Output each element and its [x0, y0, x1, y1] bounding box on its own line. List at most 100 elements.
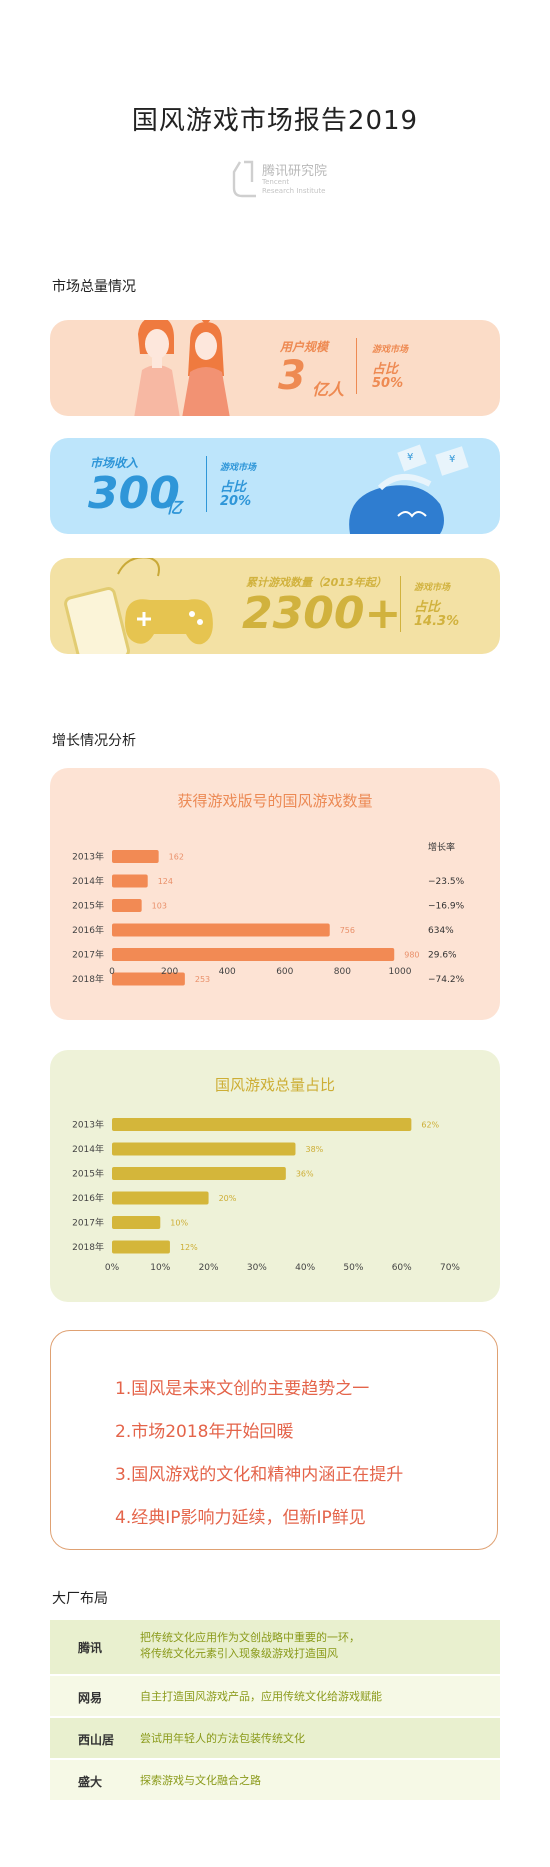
yuan-coin-1: ¥ [407, 452, 414, 463]
category-label: 2017年 [72, 949, 104, 961]
value-label: 162 [169, 853, 184, 862]
x-tick-label: 1000 [389, 967, 412, 977]
game-count-label: 累计游戏数量（2013年起） [246, 576, 387, 589]
section-heading-growth: 增长情况分析 [52, 733, 136, 749]
category-label: 2014年 [72, 875, 104, 887]
finding-4: 4.经典IP影响力延续，但新IP鲜见 [115, 1508, 366, 1528]
bar [112, 923, 330, 937]
divider [356, 338, 357, 394]
category-label: 2013年 [72, 851, 104, 863]
category-label: 2017年 [72, 1217, 104, 1229]
x-tick-label: 20% [199, 1263, 219, 1273]
x-tick-label: 600 [276, 967, 293, 977]
value-label: 124 [158, 877, 173, 886]
share-label: 游戏市场 [414, 583, 451, 593]
x-tick-label: 70% [440, 1263, 460, 1273]
category-label: 2018年 [72, 1241, 104, 1253]
category-label: 2013年 [72, 1119, 104, 1131]
chart-svg: 2013年 162 2014年 124 −23.5% 2015年 103 −16.9% 2016… [72, 850, 465, 986]
game-count-card: 累计游戏数量（2013年起） 2300+ 游戏市场 占比 14.3% [50, 558, 500, 654]
x-tick-label: 40% [295, 1263, 315, 1273]
x-tick-label: 200 [161, 967, 178, 977]
x-tick-label: 60% [392, 1263, 412, 1273]
category-label: 2014年 [72, 1143, 104, 1155]
value-label: 36% [296, 1170, 314, 1179]
couple-illustration [134, 320, 230, 416]
finding-2: 2.市场2018年开始回暖 [115, 1422, 294, 1442]
chart-title: 国风游戏总量占比 [214, 1076, 335, 1094]
bar [112, 874, 148, 888]
company-row [50, 1676, 500, 1716]
revenue-unit: 亿 [166, 498, 183, 517]
company-name: 腾讯 [78, 1641, 103, 1655]
growth-label: −23.5% [428, 877, 465, 887]
company-name: 网易 [78, 1691, 103, 1705]
category-label: 2018年 [72, 973, 104, 985]
x-tick-label: 400 [219, 967, 236, 977]
share-label: 游戏市场 [220, 463, 257, 473]
company-desc: 探索游戏与文化融合之路 [140, 1774, 261, 1787]
growth-label: 29.6% [428, 951, 457, 961]
company-row [50, 1620, 500, 1674]
page-title: 国风游戏市场报告2019 [131, 106, 419, 136]
phone-gamepad-illustration [64, 558, 213, 654]
category-label: 2015年 [72, 900, 104, 912]
bar [112, 1240, 170, 1254]
finding-3: 3.国风游戏的文化和精神内涵正在提升 [115, 1465, 404, 1485]
company-desc: 把传统文化应用作为文创战略中重要的一环， 将传统文化元素引入现象级游戏打造国风 [140, 1631, 360, 1660]
share-word: 占比 [220, 480, 247, 495]
revenue-value: 300 [88, 468, 180, 519]
bar-chart-license-count: 2013年 162 2014年 124 −23.5% 2015年 103 −16.9% 2016… [50, 768, 500, 1020]
bar [112, 1167, 286, 1180]
growth-header: 增长率 [428, 843, 456, 853]
x-tick-label: 800 [334, 967, 351, 977]
bar [112, 948, 395, 961]
section-heading-major-companies: 大厂布局 [52, 1591, 108, 1607]
key-findings-box [50, 1330, 498, 1550]
yuan-coin-2: ¥ [449, 454, 456, 465]
bar [112, 1191, 209, 1205]
value-label: 20% [219, 1194, 237, 1203]
chart-title: 获得游戏版号的国风游戏数量 [177, 792, 373, 810]
share-word: 占比 [414, 600, 441, 615]
category-label: 2015年 [72, 1168, 104, 1180]
x-tick-label: 50% [343, 1263, 363, 1273]
money-bag-illustration [349, 444, 469, 534]
bar [112, 1216, 161, 1229]
section-heading-market-total: 市场总量情况 [52, 279, 136, 295]
game-count-value: 2300+ [242, 588, 402, 639]
x-tick-label: 30% [247, 1263, 267, 1273]
divider [206, 456, 207, 512]
user-scale-unit: 亿人 [312, 380, 345, 399]
value-label: 10% [170, 1219, 188, 1228]
tencent-research-logo [232, 160, 256, 198]
chart-panel-license-count: 获得游戏版号的国风游戏数量 增长率 2013年 162 2014年 124 −23.5%… [50, 768, 500, 1020]
share-label: 游戏市场 [372, 345, 409, 355]
x-tick-label: 0% [105, 1263, 120, 1273]
bar [112, 1142, 296, 1156]
company-name: 盛大 [78, 1775, 103, 1789]
logo-name: 腾讯研究院 [262, 164, 328, 179]
value-label: 103 [152, 902, 167, 911]
value-label: 38% [305, 1145, 323, 1154]
growth-label: −74.2% [428, 975, 465, 985]
value-label: 980 [404, 951, 419, 960]
bar [112, 1118, 412, 1131]
company-desc: 尝试用年轻人的方法包装传统文化 [140, 1732, 305, 1745]
category-label: 2016年 [72, 924, 104, 936]
share-value: 20% [220, 494, 252, 509]
value-label: 253 [195, 975, 210, 984]
revenue-label: 市场收入 [90, 456, 139, 470]
growth-label: −16.9% [428, 902, 465, 912]
finding-1: 1.国风是未来文创的主要趋势之一 [115, 1379, 370, 1399]
logo-subtitle: Tencent Research Institute [262, 178, 326, 195]
company-desc: 自主打造国风游戏产品，应用传统文化给游戏赋能 [140, 1690, 382, 1703]
value-label: 12% [180, 1243, 198, 1252]
x-tick-label: 10% [150, 1263, 170, 1273]
company-name: 西山居 [78, 1733, 115, 1747]
divider [400, 576, 401, 632]
share-value: 14.3% [414, 614, 460, 629]
bar [112, 972, 185, 986]
user-scale-value: 3 [278, 353, 306, 399]
user-scale-card: 用户规模 3 亿人 游戏市场 占比 50% [50, 320, 500, 416]
